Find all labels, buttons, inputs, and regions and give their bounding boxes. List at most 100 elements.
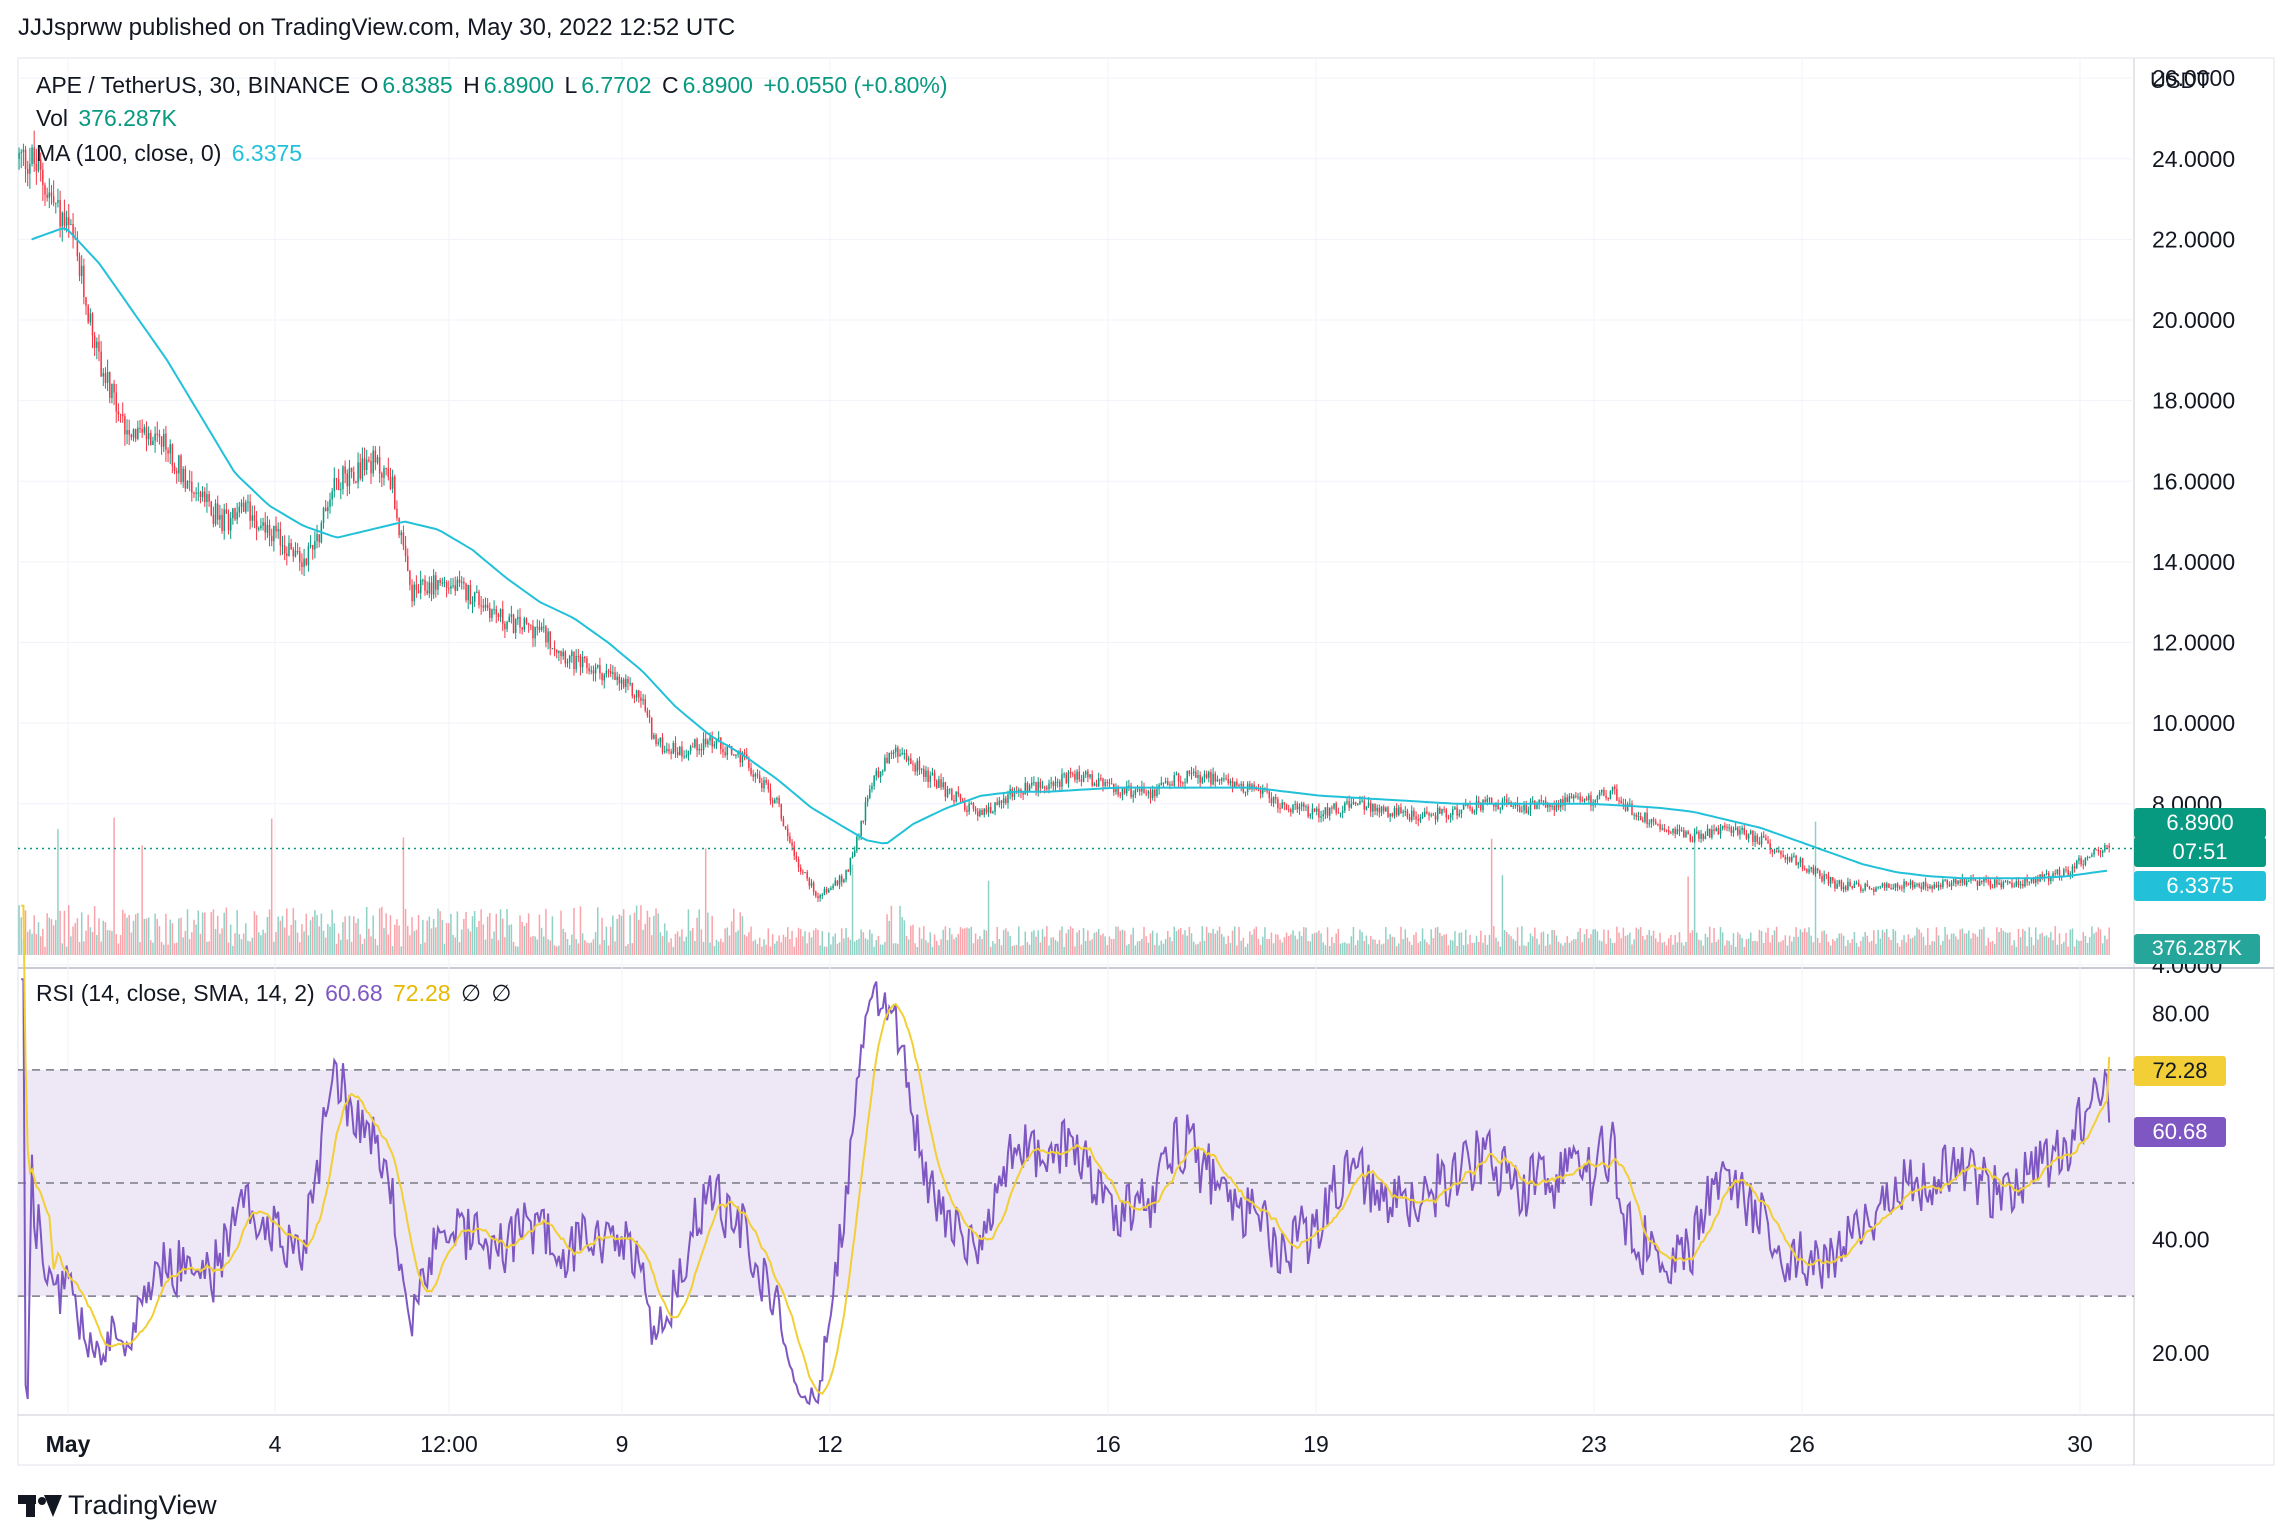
volume-bar <box>497 940 500 955</box>
volume-bar <box>486 916 489 955</box>
volume-bar <box>270 818 273 955</box>
candle-body <box>679 746 681 755</box>
candle-body <box>26 168 29 174</box>
volume-bar <box>152 942 154 955</box>
volume-bar <box>417 915 420 955</box>
volume-bar <box>560 910 562 955</box>
candle-body <box>2071 866 2074 874</box>
candle-body <box>1747 833 1750 839</box>
volume-bar <box>458 942 461 955</box>
volume-bar <box>1324 945 1327 955</box>
volume-bar <box>307 935 310 955</box>
volume-bar <box>281 916 284 955</box>
symbol-title[interactable]: APE / TetherUS, 30, BINANCE <box>36 72 351 98</box>
candle-body <box>888 752 890 764</box>
volume-bar <box>1346 943 1348 955</box>
candle-body <box>1564 797 1566 806</box>
volume-bar <box>1041 929 1044 955</box>
candle-body <box>1318 808 1320 818</box>
candle-body <box>573 651 575 670</box>
volume-legend[interactable]: Vol 376.287K <box>36 105 181 132</box>
volume-bar <box>2106 939 2108 955</box>
volume-bar <box>169 919 171 955</box>
volume-bar <box>1572 939 1575 955</box>
candle-body <box>1898 887 1901 889</box>
volume-bar <box>1011 946 1014 955</box>
candle-body <box>998 800 1001 805</box>
volume-bar <box>1529 933 1532 955</box>
volume-bar <box>445 923 448 955</box>
candle-body <box>642 699 644 701</box>
volume-bar <box>141 845 143 955</box>
candle-body <box>1724 825 1726 828</box>
volume-bar <box>160 941 163 955</box>
candle-body <box>242 502 245 512</box>
volume-bar <box>946 940 949 955</box>
candle-body <box>96 341 98 348</box>
rsi-value: 60.68 <box>325 980 383 1006</box>
candle-body <box>1676 829 1679 834</box>
candle-body <box>1650 819 1653 824</box>
volume-bar <box>1983 926 1985 955</box>
candle-body <box>1568 796 1571 803</box>
volume-bar <box>1624 935 1627 955</box>
candle-body <box>1277 799 1279 809</box>
candle-body <box>1182 782 1184 784</box>
volume-bar <box>543 936 545 955</box>
candle-body <box>1572 795 1575 799</box>
candle-body <box>823 888 826 896</box>
ma-legend[interactable]: MA (100, close, 0) 6.3375 <box>36 140 306 167</box>
volume-bar <box>1389 934 1391 955</box>
volume-bar <box>1618 932 1620 955</box>
candle-body <box>186 481 189 489</box>
volume-bar <box>1169 936 1171 955</box>
volume-bar <box>964 928 966 955</box>
volume-bar <box>1773 930 1776 955</box>
tradingview-footer[interactable]: TradingView <box>18 1490 217 1521</box>
candle-body <box>1939 885 1942 888</box>
volume-bar <box>910 925 912 955</box>
volume-bar <box>793 946 795 955</box>
volume-bar <box>191 932 193 955</box>
volume-bar <box>1283 937 1286 955</box>
candle-body <box>1663 828 1666 831</box>
volume-bar <box>648 917 651 955</box>
volume-bar <box>2101 943 2104 955</box>
candle-body <box>866 797 869 802</box>
price-tick-label: 20.0000 <box>2152 307 2235 333</box>
candle-body <box>948 789 951 791</box>
volume-bar <box>1663 941 1666 955</box>
volume-bar <box>1564 942 1566 955</box>
volume-bar <box>1069 926 1072 955</box>
rsi-legend[interactable]: RSI (14, close, SMA, 14, 2) 60.68 72.28 … <box>36 980 515 1007</box>
volume-bar <box>752 941 754 955</box>
candle-body <box>435 575 437 590</box>
volume-bar <box>1210 933 1212 955</box>
candle-body <box>1469 806 1471 809</box>
volume-bar <box>1866 935 1869 955</box>
volume-bar <box>828 932 830 955</box>
candle-body <box>769 789 772 801</box>
candle-body <box>1050 782 1052 784</box>
volume-bar <box>296 932 299 955</box>
candle-body <box>754 774 757 777</box>
candle-body <box>1855 882 1858 884</box>
candle-body <box>225 509 228 514</box>
volume-bar <box>1762 942 1765 955</box>
candle-body <box>173 465 176 472</box>
volume-bar <box>1195 944 1197 955</box>
volume-bar <box>115 934 117 955</box>
candle-body <box>793 845 795 856</box>
volume-bar <box>1056 941 1059 955</box>
candle-body <box>799 867 802 872</box>
volume-bar <box>389 915 392 955</box>
candle-body <box>1868 886 1871 889</box>
volume-bar <box>886 914 888 955</box>
volume-bar <box>540 927 543 955</box>
volume-bar <box>1125 945 1128 955</box>
candle-body <box>1847 881 1849 890</box>
candle-body <box>802 871 804 873</box>
volume-bar <box>1281 942 1283 955</box>
volume-bar <box>1974 934 1977 955</box>
